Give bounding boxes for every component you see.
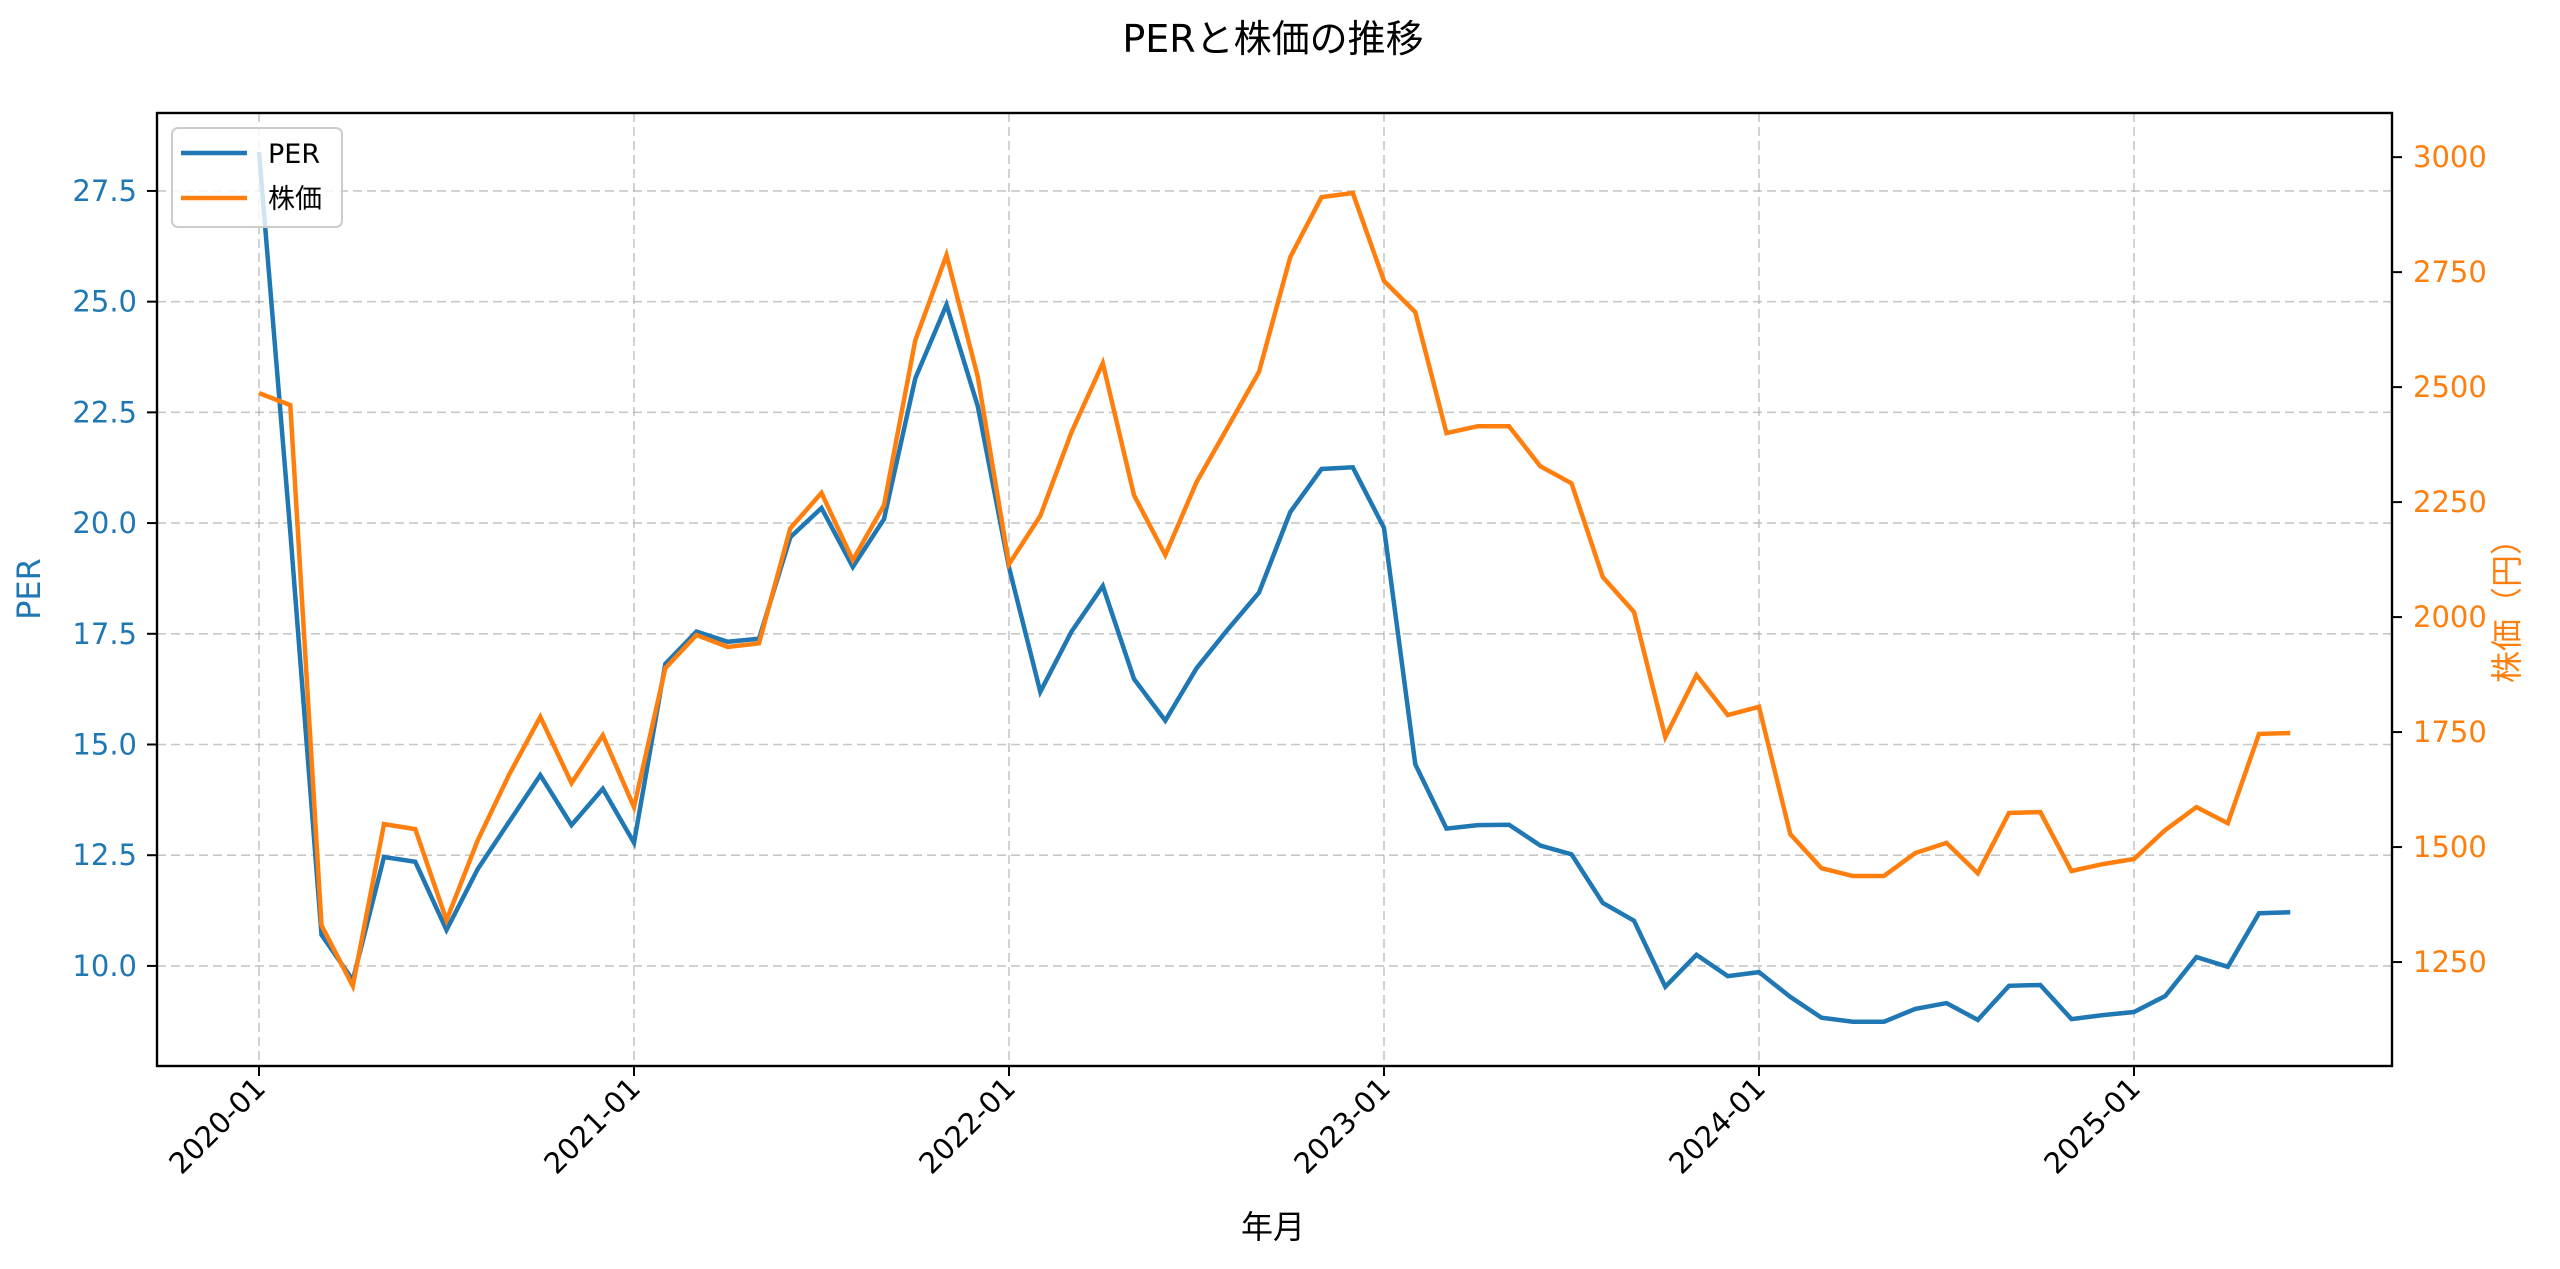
plot-frame bbox=[155, 111, 2394, 1068]
y-tick-label-right: 2500 bbox=[2413, 370, 2487, 404]
per-line bbox=[256, 151, 2291, 1024]
y-tick-label-right: 2250 bbox=[2413, 485, 2487, 519]
left-y-axis: 10.0 12.5 15.0 17.5 20.0 22.5 25.0 27.5 bbox=[72, 174, 157, 983]
y-tick-label-left: 20.0 bbox=[72, 506, 137, 540]
y-tick-label-right: 3000 bbox=[2413, 140, 2487, 174]
y-tick-label-right: 1750 bbox=[2413, 715, 2487, 749]
price-line bbox=[258, 190, 2291, 993]
y-tick-label-right: 1500 bbox=[2413, 830, 2487, 864]
legend-price-label: 株価 bbox=[268, 184, 322, 215]
legend-per-label: PER bbox=[268, 139, 320, 170]
y-tick-label-right: 2750 bbox=[2413, 255, 2487, 289]
legend: PER 株価 bbox=[171, 127, 343, 228]
y-tick-label-left: 27.5 bbox=[72, 174, 137, 208]
plot-lines bbox=[256, 151, 2291, 1024]
y-tick-label-left: 10.0 bbox=[72, 949, 137, 983]
right-y-axis: 1250 1500 1750 2000 2250 2500 2750 3000 bbox=[2392, 140, 2487, 979]
grid-lines bbox=[157, 113, 2392, 1066]
y-tick-label-left: 17.5 bbox=[72, 617, 137, 651]
y-tick-label-left: 25.0 bbox=[72, 285, 137, 319]
y-tick-label-right: 2000 bbox=[2413, 600, 2487, 634]
y-tick-label-right: 1250 bbox=[2413, 945, 2487, 979]
y-tick-label-left: 22.5 bbox=[72, 395, 137, 429]
y-axis-label-right: 株価（円） bbox=[2488, 523, 2526, 683]
x-axis-label: 年月 bbox=[1241, 1208, 1305, 1246]
y-tick-label-left: 15.0 bbox=[72, 727, 137, 761]
y-axis-label-left: PER bbox=[10, 558, 48, 620]
chart-title: PERと株価の推移 bbox=[1122, 17, 1423, 61]
y-tick-label-left: 12.5 bbox=[72, 838, 137, 872]
